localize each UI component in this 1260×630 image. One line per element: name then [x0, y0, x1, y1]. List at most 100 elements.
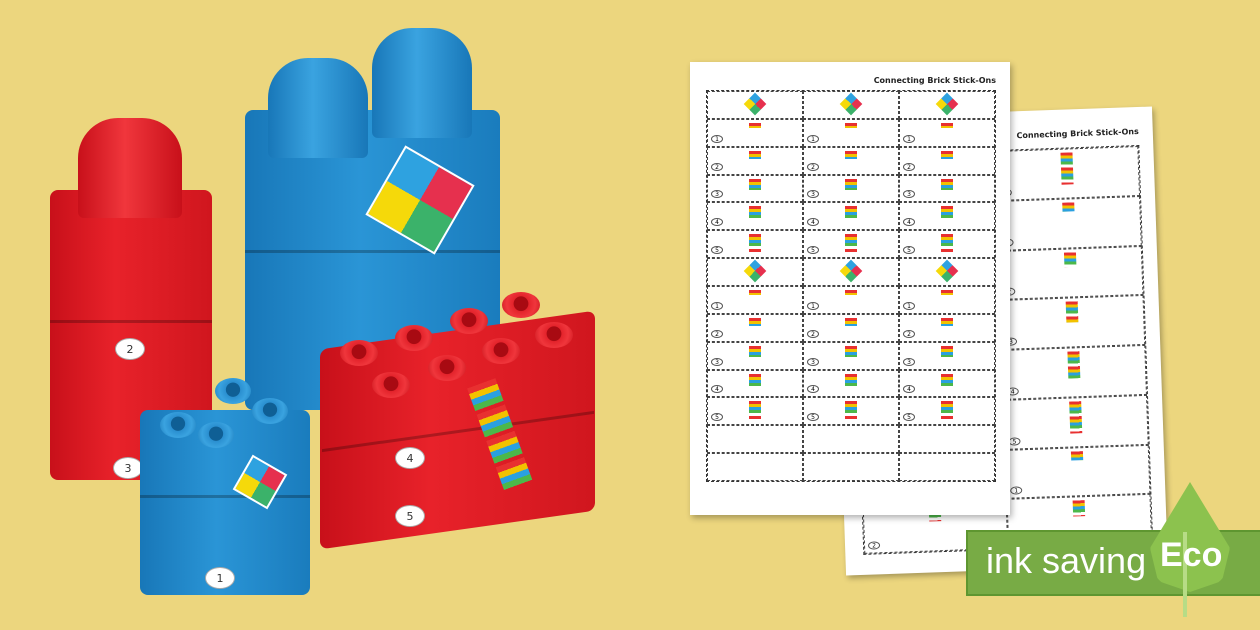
number-label: 1	[903, 301, 915, 310]
number-label: 1	[711, 301, 723, 310]
number-label: 5	[711, 246, 723, 255]
number-label: 4	[807, 385, 819, 394]
sticker-cell	[899, 425, 995, 454]
bow-icon	[749, 290, 761, 296]
sticker-cell	[899, 453, 995, 481]
sticker-cell	[803, 258, 899, 286]
number-label: 2	[807, 329, 819, 338]
number-label: 1	[1010, 486, 1023, 495]
sticker-cell: 5	[994, 146, 1141, 201]
bow-icon	[1065, 301, 1079, 323]
sticker-cell: 3	[707, 174, 803, 203]
sticker-cell: 5	[707, 230, 803, 259]
bow-icon	[941, 317, 953, 327]
sticker-cell	[899, 91, 995, 119]
sheet-title: Connecting Brick Stick-Ons	[1016, 126, 1139, 141]
number-label: 5	[807, 246, 819, 255]
number-label: 4	[807, 218, 819, 227]
bow-icon	[1067, 351, 1081, 379]
bow-icon	[845, 290, 857, 296]
bow-icon	[845, 178, 857, 190]
bow-icon	[941, 178, 953, 190]
number-label: 5	[807, 413, 819, 422]
sticker-cell: 1	[803, 286, 899, 314]
sheet-title: Connecting Brick Stick-Ons	[873, 76, 996, 85]
number-label: 2	[903, 162, 915, 171]
bow-icon	[941, 150, 953, 159]
sticker-cell: 2	[803, 146, 899, 175]
number-label: 3	[903, 357, 915, 366]
bow-icon	[845, 234, 857, 252]
bow-icon	[941, 290, 953, 296]
sticker-cell: 2	[803, 313, 899, 342]
sticker-cell: 5	[899, 397, 995, 426]
sticker-grid: 1 1 1 2 2 2 3 3 3 4 4 4 5 5 5 1 1 1 2 2 2 3 3 3 4 4 4 5 5 5	[706, 90, 996, 482]
bow-icon	[941, 345, 953, 358]
bow-icon	[845, 206, 857, 221]
bow-icon	[749, 206, 761, 221]
number-label: 4	[903, 218, 915, 227]
sticker-cell	[803, 91, 899, 119]
kite-icon	[839, 92, 863, 116]
number-label: 3	[807, 357, 819, 366]
bow-icon	[1069, 400, 1083, 434]
bow-icon	[941, 401, 953, 419]
sticker-cell: 5	[707, 397, 803, 426]
sticker-cell	[803, 425, 899, 454]
kite-icon	[935, 259, 959, 283]
sticker-cell: 1	[996, 195, 1142, 251]
bow-icon	[1070, 450, 1084, 461]
sticker-cell: 2	[899, 313, 995, 342]
leaf-vein	[1183, 532, 1187, 617]
number-label: 2	[711, 162, 723, 171]
bow-icon	[1060, 152, 1074, 186]
kite-icon	[839, 259, 863, 283]
sticker-cell: 1	[1004, 444, 1151, 500]
sticker-cell: 1	[803, 118, 899, 147]
number-label: 3	[711, 190, 723, 199]
bow-icon	[749, 401, 761, 419]
sticker-cell: 4	[1001, 344, 1147, 400]
bow-icon	[845, 401, 857, 419]
bow-icon	[845, 122, 857, 129]
number-label: 5	[903, 246, 915, 255]
sticker-cell: 2	[899, 146, 995, 175]
number-label: 5	[711, 413, 723, 422]
badge-text: ink saving	[986, 540, 1147, 581]
number-label: 2	[115, 338, 145, 360]
number-label: 2	[807, 162, 819, 171]
number-label: 4	[395, 447, 425, 469]
sticker-cell: 5	[1003, 394, 1149, 450]
sticker-cell: 1	[707, 118, 803, 147]
bow-icon	[845, 317, 857, 327]
number-label: 2	[711, 329, 723, 338]
bow-icon	[941, 373, 953, 389]
number-label: 2	[903, 329, 915, 338]
sticker-cell: 4	[899, 369, 995, 398]
sticker-cell: 2	[997, 245, 1144, 301]
bow-icon	[749, 345, 761, 358]
sticker-cell	[707, 425, 803, 454]
sticker-cell: 1	[899, 286, 995, 314]
number-label: 5	[395, 505, 425, 527]
number-label: 2	[867, 541, 881, 550]
number-label: 3	[711, 357, 723, 366]
sticker-cell: 3	[899, 174, 995, 203]
sticker-cell: 4	[707, 202, 803, 231]
sticker-cell: 1	[707, 286, 803, 314]
kite-icon	[743, 92, 767, 116]
sticker-cell: 4	[803, 369, 899, 398]
sticker-cell	[707, 91, 803, 119]
number-label: 5	[903, 413, 915, 422]
kite-icon	[935, 92, 959, 116]
worksheet-front: Connecting Brick Stick-Ons 1 1 1 2 2 2 3 3 3 4 4 4 5…	[690, 62, 1010, 515]
bow-icon	[749, 317, 761, 327]
number-label: 3	[113, 457, 143, 479]
bow-icon	[749, 234, 761, 252]
sticker-cell: 3	[999, 295, 1146, 350]
sticker-cell: 5	[803, 230, 899, 259]
sticker-cell: 4	[707, 369, 803, 398]
number-label: 3	[807, 190, 819, 199]
sticker-cell: 2	[707, 313, 803, 342]
number-label: 4	[903, 385, 915, 394]
